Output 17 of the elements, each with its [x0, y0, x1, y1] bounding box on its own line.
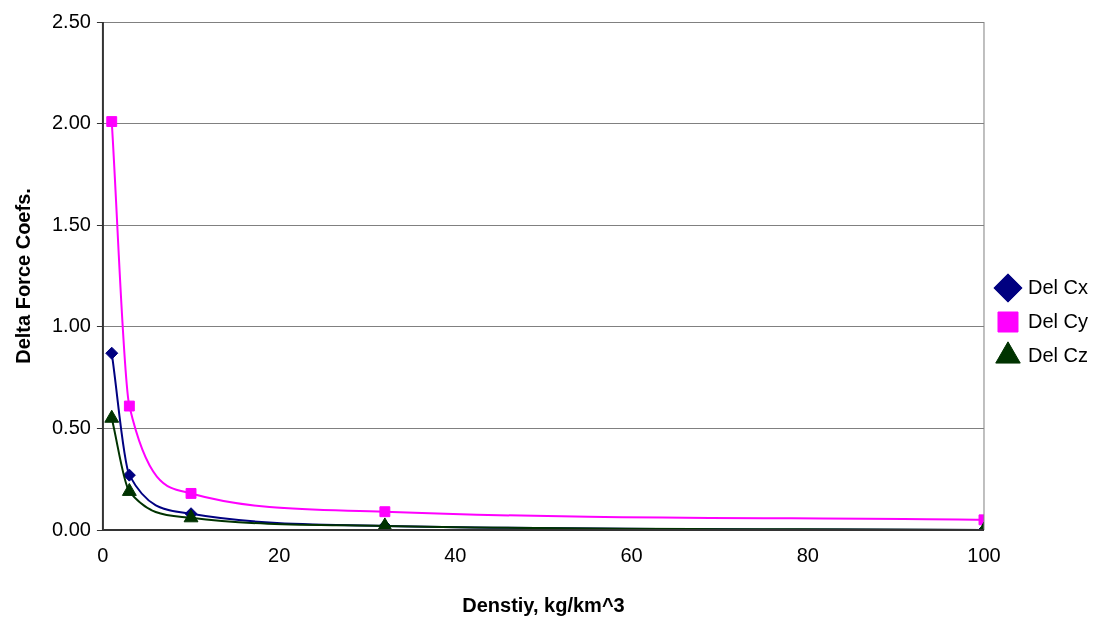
y-tick-label: 2.00 [51, 111, 91, 134]
legend-label: Del Cy [1027, 309, 1089, 332]
x-tick-label: 60 [620, 543, 643, 566]
y-tick-label: 2.50 [51, 9, 91, 32]
legend-label: Del Cz [1027, 343, 1089, 366]
x-axis-title: Denstiy, kg/km^3 [462, 593, 625, 616]
y-tick-label: 1.00 [51, 314, 91, 337]
y-tick-label: 1.50 [51, 212, 91, 235]
y-axis-title: Delta Force Coefs. [11, 188, 34, 364]
y-tick-label: 0.50 [51, 415, 91, 438]
x-tick-label: 100 [967, 543, 1001, 566]
legend-label: Del Cx [1027, 275, 1089, 298]
x-tick-label: 20 [268, 543, 291, 566]
x-tick-label: 0 [97, 543, 109, 566]
x-tick-label: 80 [796, 543, 819, 566]
y-tick-label: 0.00 [51, 517, 91, 540]
x-tick-label: 40 [444, 543, 467, 566]
